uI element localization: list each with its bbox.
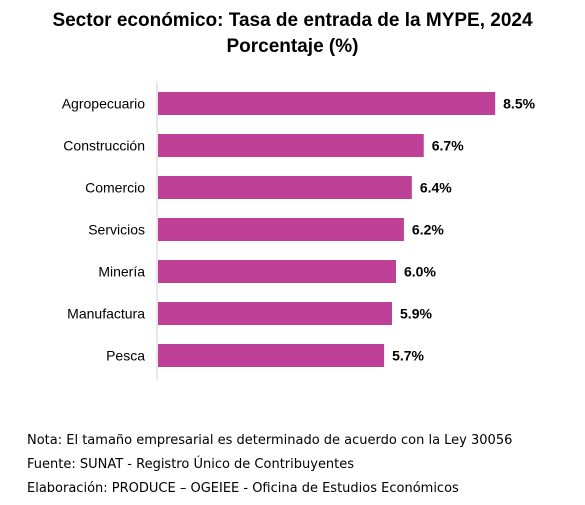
category-label: Construcción — [63, 138, 145, 154]
category-label: Comercio — [85, 180, 145, 196]
category-label: Manufactura — [67, 306, 145, 322]
category-label: Minería — [98, 264, 145, 280]
data-label: 6.0% — [404, 264, 436, 280]
chart-title-block: Sector económico: Tasa de entrada de la … — [0, 8, 585, 60]
data-label: 5.7% — [392, 348, 424, 364]
data-label: 5.9% — [400, 306, 432, 322]
chart-subtitle: Porcentaje (%) — [226, 36, 359, 57]
category-label: Servicios — [88, 222, 145, 238]
category-label: Pesca — [106, 348, 145, 364]
data-label: 6.7% — [432, 138, 464, 154]
bar — [158, 176, 412, 199]
data-label: 6.4% — [420, 180, 452, 196]
source-text: Fuente: SUNAT - Registro Único de Contri… — [27, 457, 355, 472]
bar — [158, 218, 404, 241]
bar — [158, 302, 393, 325]
chart-title: Sector económico: Tasa de entrada de la … — [52, 10, 533, 31]
note-text: Nota: El tamaño empresarial es determina… — [27, 433, 513, 448]
category-label: Agropecuario — [62, 96, 145, 112]
bar — [158, 344, 385, 367]
data-label: 6.2% — [412, 222, 444, 238]
footnotes: Nota: El tamaño empresarial es determina… — [27, 429, 512, 501]
bar — [158, 134, 424, 157]
bar — [158, 92, 496, 115]
data-label: 8.5% — [503, 96, 535, 112]
bar-chart: Agropecuario 8.5% Construcción 6.7% Comercio… — [62, 82, 536, 380]
credit-text: Elaboración: PRODUCE – OGEIEE - Oficina … — [27, 481, 459, 496]
bar — [158, 260, 396, 283]
